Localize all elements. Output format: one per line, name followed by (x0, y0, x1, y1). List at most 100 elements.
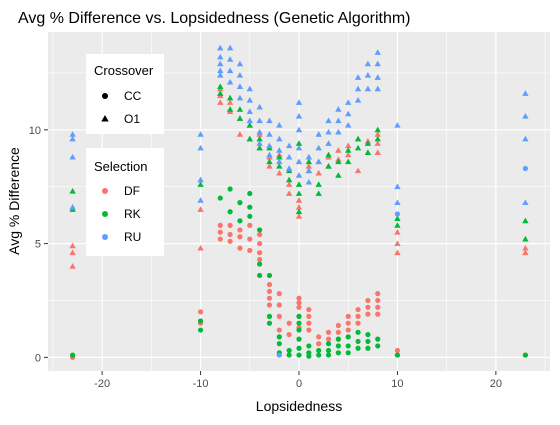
point-df-cc (266, 281, 273, 288)
x-tick-label: -10 (193, 378, 209, 390)
point-df-cc (375, 291, 381, 297)
point-rk-o1 (354, 144, 362, 151)
point-df-o1 (295, 203, 303, 210)
point-rk-cc (365, 345, 371, 351)
point-df-o1 (295, 197, 303, 203)
point-ru-o1 (266, 151, 273, 158)
point-ru-o1 (217, 60, 224, 67)
point-ru-o1 (315, 131, 322, 137)
x-tick-label: 20 (490, 378, 502, 390)
legend-df-marker (102, 188, 108, 194)
point-df-o1 (197, 244, 204, 251)
point-rk-o1 (226, 94, 234, 101)
x-axis: -20 -10 0 10 20 (94, 371, 502, 390)
legend-ru-marker (102, 234, 108, 240)
point-rk-cc (355, 329, 361, 335)
point-rk-o1 (315, 181, 322, 187)
point-df-cc (237, 234, 243, 240)
point-ru-o1 (69, 131, 76, 137)
point-df-o1 (276, 169, 283, 176)
point-ru-o1 (226, 67, 234, 74)
point-ru-o1 (246, 85, 253, 92)
point-ru-o1 (335, 128, 342, 135)
point-df-cc (365, 304, 371, 310)
point-rk-o1 (335, 172, 342, 178)
point-df-o1 (354, 167, 362, 174)
point-ru-o1 (246, 117, 253, 124)
legend-rk-label: RK (124, 207, 141, 221)
point-df-cc (375, 304, 381, 310)
point-rk-cc (296, 320, 302, 326)
point-rk-cc (286, 347, 292, 354)
y-tick-label: 0 (35, 352, 41, 364)
point-rk-o1 (295, 190, 303, 196)
point-df-cc (276, 302, 282, 308)
legend-df-label: DF (124, 184, 140, 198)
point-ru-o1 (374, 60, 381, 67)
legend-cc-marker (102, 93, 108, 99)
point-ru-o1 (285, 165, 293, 171)
point-rk-o1 (236, 115, 244, 121)
point-df-cc (266, 295, 273, 301)
point-ru-o1 (364, 72, 372, 78)
point-ru-o1 (364, 60, 372, 67)
point-df-cc (355, 320, 361, 326)
point-rk-o1 (295, 208, 303, 215)
point-df-o1 (522, 249, 529, 256)
point-rk-cc (266, 272, 273, 279)
point-df-cc (266, 288, 273, 294)
point-df-cc (237, 227, 243, 233)
legend-o1-label: O1 (124, 112, 140, 126)
point-rk-o1 (276, 163, 283, 169)
point-ru-o1 (285, 142, 293, 149)
point-ru-o1 (305, 167, 313, 174)
point-df-cc (375, 297, 381, 304)
point-df-o1 (295, 213, 303, 219)
point-ru-o1 (295, 126, 303, 133)
point-ru-o1 (305, 153, 313, 160)
point-df-cc (355, 306, 361, 313)
point-ru-o1 (345, 122, 352, 128)
point-df-o1 (335, 147, 342, 153)
chart-title: Avg % Difference vs. Lopsidedness (Genet… (18, 10, 411, 27)
point-df-o1 (197, 206, 204, 212)
point-df-o1 (374, 140, 381, 146)
point-df-cc (286, 320, 292, 326)
point-ru-o1 (226, 44, 234, 51)
point-df-o1 (236, 131, 244, 137)
point-df-o1 (305, 163, 313, 169)
point-rk-cc (70, 352, 76, 358)
point-df-o1 (69, 242, 76, 249)
point-rk-cc (325, 347, 332, 354)
point-ru-o1 (197, 144, 204, 151)
point-rk-o1 (522, 235, 529, 242)
point-rk-cc (197, 327, 204, 333)
point-ru-o1 (295, 144, 303, 151)
point-df-cc (197, 309, 204, 315)
point-rk-cc (375, 343, 381, 349)
point-rk-cc (365, 338, 371, 345)
point-df-cc (247, 236, 253, 242)
x-tick-label: -20 (94, 378, 110, 390)
point-df-cc (306, 327, 312, 333)
point-rk-o1 (335, 158, 342, 165)
legend-selection-title: Selection (94, 159, 147, 174)
point-rk-cc (296, 352, 302, 358)
point-rk-o1 (256, 144, 263, 151)
point-rk-cc (375, 336, 381, 342)
point-df-cc (247, 222, 253, 228)
legend-ru-label: RU (124, 230, 141, 244)
point-df-cc (227, 222, 233, 228)
x-tick-label: 0 (296, 378, 302, 390)
point-rk-cc (306, 353, 312, 359)
point-ru-o1 (246, 108, 253, 115)
legend-o1-marker (101, 115, 109, 122)
point-rk-cc (247, 213, 253, 219)
data-points (69, 44, 529, 360)
point-rk-cc (316, 352, 322, 358)
point-ru-o1 (217, 44, 224, 51)
point-rk-cc (325, 352, 332, 358)
point-rk-cc (296, 327, 302, 333)
